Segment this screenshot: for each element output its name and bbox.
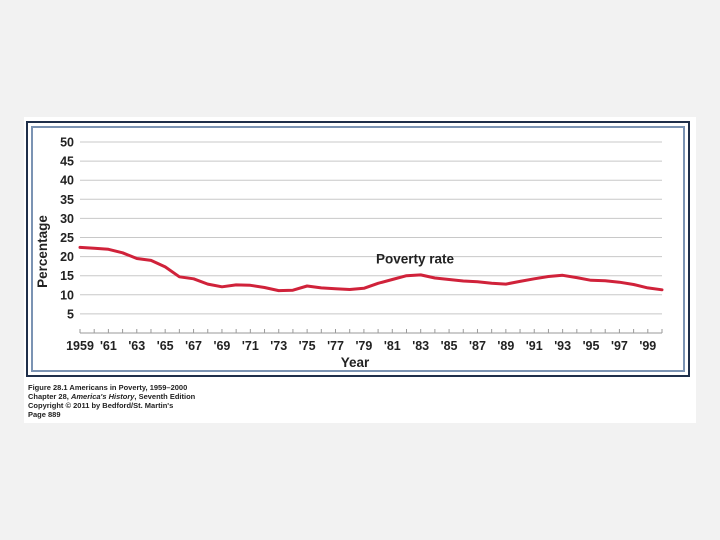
caption-chapter: Chapter 28, America's History, Seventh E… — [28, 392, 195, 401]
x-tick-label: '81 — [384, 339, 401, 353]
x-tick-label: '73 — [270, 339, 287, 353]
caption-chapter-suffix: , Seventh Edition — [134, 392, 196, 401]
x-tick-label: '75 — [299, 339, 316, 353]
x-tick-label: '99 — [639, 339, 656, 353]
y-tick-label: 10 — [60, 288, 74, 302]
slide-card: 5 10 15 20 25 30 35 40 45 50 1959 '61 '63 '65 '67 '69 '7… — [24, 117, 696, 423]
x-tick-label: '95 — [583, 339, 600, 353]
x-tick-label: '89 — [497, 339, 514, 353]
caption-page: Page 889 — [28, 410, 61, 419]
y-tick-label: 35 — [60, 193, 74, 207]
poverty-line-chart: 5 10 15 20 25 30 35 40 45 50 1959 '61 '63 '65 '67 '69 '7… — [35, 136, 664, 370]
x-tick-label: '77 — [327, 339, 344, 353]
y-tick-label: 5 — [67, 307, 74, 321]
chart-frame-inner: 5 10 15 20 25 30 35 40 45 50 1959 '61 '63 '65 '67 '69 '7… — [31, 126, 685, 372]
x-axis-title: Year — [341, 355, 370, 370]
caption-copyright: Copyright © 2011 by Bedford/St. Martin's — [28, 401, 174, 410]
x-tick-label: '79 — [355, 339, 372, 353]
series-label: Poverty rate — [376, 251, 455, 266]
x-tick-label: '87 — [469, 339, 486, 353]
x-tick-label: 1959 — [66, 339, 94, 353]
y-tick-label: 50 — [60, 136, 74, 150]
y-tick-label: 15 — [60, 269, 74, 283]
y-tick-label: 25 — [60, 231, 74, 245]
caption-figure-title: Figure 28.1 Americans in Poverty, 1959–2… — [28, 383, 188, 392]
x-tick-label: '83 — [412, 339, 429, 353]
y-axis-title: Percentage — [35, 215, 50, 288]
y-tick-label: 30 — [60, 212, 74, 226]
x-tick-label: '63 — [128, 339, 145, 353]
x-tick-label: '67 — [185, 339, 202, 353]
y-tick-label: 40 — [60, 174, 74, 188]
x-tick-label: '93 — [554, 339, 571, 353]
caption-chapter-prefix: Chapter 28, — [28, 392, 71, 401]
x-tick-label: '97 — [611, 339, 628, 353]
y-tick-label: 20 — [60, 250, 74, 264]
caption-book-title: America's History — [70, 392, 135, 401]
x-tick-label: '69 — [214, 339, 231, 353]
x-tick-label: '71 — [242, 339, 259, 353]
x-tick-label: '65 — [157, 339, 174, 353]
x-tick-label: '91 — [526, 339, 543, 353]
y-tick-label: 45 — [60, 155, 74, 169]
poverty-rate-line — [78, 245, 664, 293]
x-tick-label: '85 — [441, 339, 458, 353]
chart-frame: 5 10 15 20 25 30 35 40 45 50 1959 '61 '63 '65 '67 '69 '7… — [26, 121, 690, 377]
x-tick-label: '61 — [100, 339, 117, 353]
